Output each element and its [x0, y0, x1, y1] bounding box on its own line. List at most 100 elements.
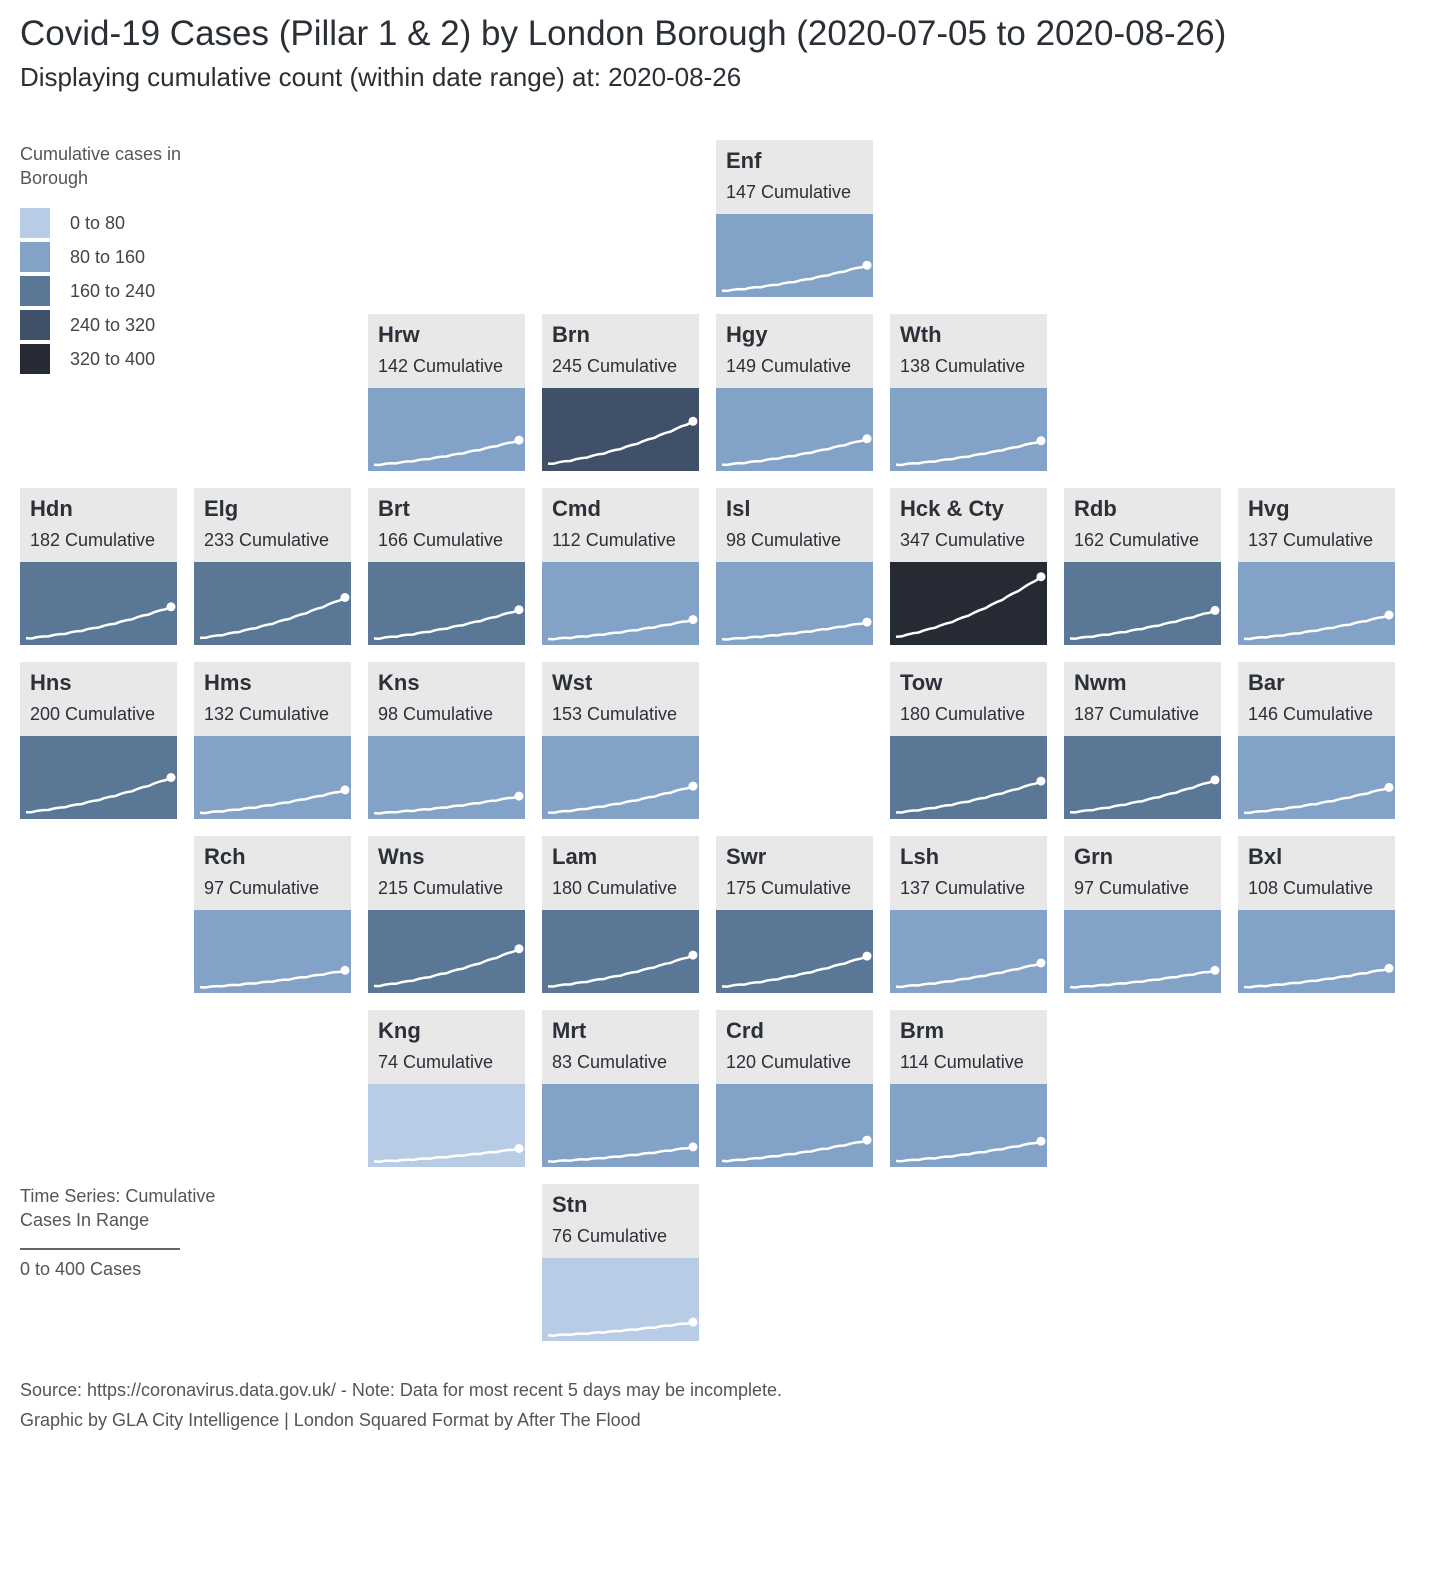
sparkline-end-point: [1210, 605, 1220, 615]
borough-sparkline: [721, 434, 872, 467]
borough-tile-header: Brm 114 Cumulative: [890, 1010, 1047, 1084]
borough-tile: Mrt 83 Cumulative: [542, 1010, 699, 1167]
legend-label: 160 to 240: [70, 281, 156, 301]
sparkline-path: [199, 596, 346, 640]
borough-code: Stn: [552, 1192, 588, 1217]
borough-cumulative-value: 114 Cumulative: [900, 1052, 1024, 1072]
sparkline-end-point: [1036, 776, 1046, 786]
sparkline-path: [721, 264, 868, 293]
borough-sparkline: [373, 1144, 524, 1164]
borough-sparkline: [25, 602, 176, 640]
borough-tile: Wth 138 Cumulative: [890, 314, 1047, 471]
borough-sparkline-panel: [890, 388, 1047, 471]
borough-code: Cmd: [552, 496, 601, 521]
borough-cumulative-value: 147 Cumulative: [726, 182, 852, 202]
borough-sparkline-panel: [542, 562, 699, 645]
borough-sparkline: [373, 791, 524, 815]
borough-sparkline: [895, 776, 1046, 814]
borough-tile: Rch 97 Cumulative: [194, 836, 351, 993]
borough-sparkline: [547, 1317, 698, 1338]
borough-sparkline-panel: [1238, 910, 1395, 993]
legend-swatch: [20, 344, 50, 374]
borough-tile: Hck & Cty 347 Cumulative: [890, 488, 1047, 645]
sparkline-path: [547, 1320, 694, 1338]
borough-sparkline-panel: [368, 562, 525, 645]
legend-label: 80 to 160: [70, 247, 146, 267]
borough-tile-header: Rch 97 Cumulative: [194, 836, 351, 910]
borough-cumulative-value: 182 Cumulative: [30, 530, 156, 550]
borough-sparkline-panel: [20, 562, 177, 645]
sparkline-end-point: [1036, 958, 1046, 968]
borough-cumulative-value: 153 Cumulative: [552, 704, 678, 724]
borough-sparkline: [721, 617, 872, 641]
sparkline-end-point: [514, 1144, 524, 1153]
borough-tile-header: Bar 146 Cumulative: [1238, 662, 1395, 736]
borough-code: Rdb: [1074, 496, 1117, 521]
borough-code: Crd: [726, 1018, 764, 1043]
borough-sparkline-panel: [194, 736, 351, 819]
borough-tile-header: Lsh 137 Cumulative: [890, 836, 1047, 910]
sparkline-end-point: [688, 416, 698, 426]
borough-tile: Hns 200 Cumulative: [20, 662, 177, 819]
source-note: Source: https://coronavirus.data.gov.uk/…: [20, 1380, 783, 1400]
sparkline-end-point: [688, 615, 698, 625]
borough-tile-header: Stn 76 Cumulative: [542, 1184, 699, 1258]
sparkline-end-point: [1036, 1136, 1046, 1146]
borough-tile: Brn 245 Cumulative: [542, 314, 699, 471]
legend-swatch: [20, 208, 50, 238]
sparkline-end-point: [514, 944, 524, 954]
borough-cumulative-value: 166 Cumulative: [378, 530, 504, 550]
borough-tile-header: Cmd 112 Cumulative: [542, 488, 699, 562]
borough-tile-header: Hrw 142 Cumulative: [368, 314, 525, 388]
borough-cumulative-value: 97 Cumulative: [1074, 878, 1190, 898]
borough-sparkline-panel: [716, 214, 873, 297]
borough-code: Nwm: [1074, 670, 1127, 695]
borough-code: Hms: [204, 670, 252, 695]
borough-tile: Brm 114 Cumulative: [890, 1010, 1047, 1167]
legend-label: 240 to 320: [70, 315, 156, 335]
chart-title: Covid-19 Cases (Pillar 1 & 2) by London …: [20, 14, 1227, 53]
sparkline-end-point: [688, 1142, 698, 1152]
borough-tile-header: Brn 245 Cumulative: [542, 314, 699, 388]
borough-code: Kns: [378, 670, 420, 695]
legend-swatch: [20, 242, 50, 272]
borough-tile-header: Elg 233 Cumulative: [194, 488, 351, 562]
borough-sparkline-panel: [542, 910, 699, 993]
borough-tile-header: Mrt 83 Cumulative: [542, 1010, 699, 1084]
borough-sparkline-panel: [542, 1258, 699, 1341]
borough-cumulative-value: 137 Cumulative: [900, 878, 1026, 898]
borough-sparkline: [1069, 605, 1220, 640]
borough-sparkline-panel: [1064, 562, 1221, 645]
borough-code: Wth: [900, 322, 942, 347]
borough-sparkline: [373, 605, 524, 640]
sparkline-path: [721, 954, 868, 988]
borough-sparkline-panel: [1238, 736, 1395, 819]
borough-tile: Rdb 162 Cumulative: [1064, 488, 1221, 645]
borough-tile-header: Crd 120 Cumulative: [716, 1010, 873, 1084]
borough-sparkline-panel: [716, 910, 873, 993]
legend-swatch: [20, 310, 50, 340]
borough-code: Swr: [726, 844, 767, 869]
borough-tile: Grn 97 Cumulative: [1064, 836, 1221, 993]
borough-cumulative-value: 233 Cumulative: [204, 530, 330, 550]
borough-code: Hrw: [378, 322, 420, 347]
sparkline-path: [895, 575, 1042, 639]
sparkline-path: [547, 953, 694, 988]
borough-tile: Hms 132 Cumulative: [194, 662, 351, 819]
borough-code: Wns: [378, 844, 425, 869]
borough-sparkline-panel: [368, 736, 525, 819]
time-series-legend-line: [20, 1248, 180, 1250]
sparkline-end-point: [1384, 610, 1394, 620]
borough-code: Hgy: [726, 322, 768, 347]
chart-subtitle: Displaying cumulative count (within date…: [20, 62, 742, 92]
sparkline-end-point: [1384, 782, 1394, 792]
borough-tile: Bxl 108 Cumulative: [1238, 836, 1395, 993]
borough-tile-header: Kns 98 Cumulative: [368, 662, 525, 736]
borough-code: Isl: [726, 496, 751, 521]
borough-tile: Kng 74 Cumulative: [368, 1010, 525, 1167]
sparkline-end-point: [166, 602, 176, 612]
borough-tile-header: Nwm 187 Cumulative: [1064, 662, 1221, 736]
sparkline-path: [373, 794, 520, 815]
sparkline-path: [199, 969, 346, 989]
borough-cumulative-value: 120 Cumulative: [726, 1052, 852, 1072]
